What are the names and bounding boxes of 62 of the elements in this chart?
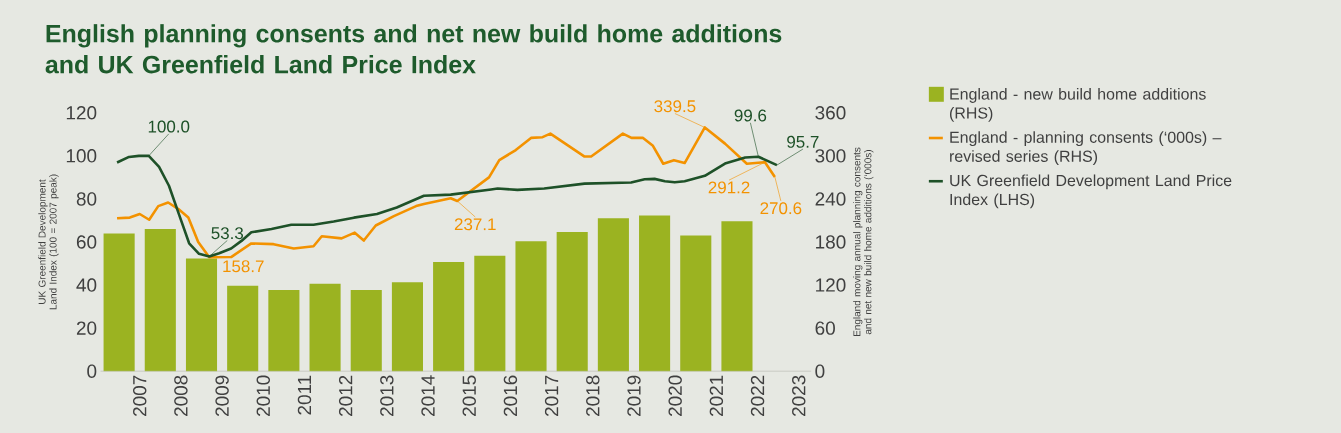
y-tick-label: 20	[76, 321, 97, 335]
data-label: 339.5	[654, 100, 696, 113]
x-tick-label: 2014	[421, 375, 435, 416]
bar	[185, 258, 218, 372]
bar	[433, 262, 465, 372]
y-tick-label: 0	[87, 364, 97, 378]
x-tick-label: 2008	[174, 375, 188, 416]
bar	[309, 283, 341, 372]
x-tick-label: 2017	[544, 375, 559, 416]
bar	[680, 235, 712, 372]
bar	[350, 290, 382, 372]
y2-tick-label: 60	[815, 321, 835, 335]
bar	[515, 241, 547, 372]
bar	[556, 231, 588, 372]
data-label: 291.2	[708, 181, 750, 194]
data-label: 99.6	[734, 109, 767, 122]
x-tick-label: 2016	[503, 375, 518, 416]
data-label: 237.1	[454, 218, 496, 231]
x-tick-label: 2013	[380, 375, 394, 416]
x-tick-label: 2010	[256, 375, 270, 416]
legend-label: UK Greenfield Development Land Price Index (LHS)	[950, 174, 1232, 209]
y-tick-label: 40	[76, 278, 97, 292]
x-tick-label: 2023	[792, 375, 806, 416]
x-tick-label: 2020	[668, 375, 682, 416]
y-tick-label: 100	[66, 149, 97, 163]
y2-tick-label: 360	[815, 106, 846, 120]
y-tick-label: 80	[76, 192, 97, 206]
y2-tick-label: 300	[815, 149, 846, 163]
y2-tick-label: 0	[815, 364, 825, 378]
x-tick-label: 2007	[133, 375, 147, 416]
y2-tick-label: 120	[816, 278, 846, 292]
x-tick-label: 2022	[750, 375, 765, 416]
bar	[103, 233, 135, 372]
bar	[144, 229, 176, 372]
legend-label: England - new build home additions (RHS)	[950, 87, 1206, 122]
bar	[268, 290, 300, 372]
chart-title: English planning consents and net new build home additions and UK Greenfield Land Price Index	[45, 24, 782, 74]
y-axis-title: UK Greenfield Development Land Index (100 = 2007 peak)	[38, 174, 59, 310]
x-tick-label: 2021	[709, 375, 724, 416]
x-tick-label: 2019	[627, 375, 641, 416]
y2-tick-label: 180	[816, 235, 846, 249]
x-tick-label: 2009	[215, 375, 229, 416]
y-tick-label: 120	[66, 106, 97, 120]
data-label: 100.0	[148, 120, 190, 133]
bar	[474, 255, 506, 372]
bar	[597, 218, 629, 372]
bar	[639, 215, 671, 372]
y2-axis-title: England moving annual planning consents and net new build home additions (‘000s)	[853, 147, 874, 336]
data-label: 270.6	[760, 202, 802, 215]
x-tick-label: 2018	[586, 375, 600, 416]
x-tick-label: 2011	[297, 375, 312, 415]
y-tick-label: 60	[76, 235, 97, 249]
x-tick-label: 2015	[462, 375, 476, 416]
data-label: 95.7	[787, 135, 819, 148]
bar	[721, 221, 753, 372]
x-tick-label: 2012	[338, 375, 353, 416]
data-label: 158.7	[223, 260, 264, 273]
bar	[391, 282, 423, 372]
data-label: 53.3	[211, 227, 244, 240]
y2-tick-label: 240	[815, 192, 846, 206]
legend-label: England - planning consents (‘000s) – revised series (RHS)	[950, 131, 1222, 166]
bar	[227, 285, 259, 372]
